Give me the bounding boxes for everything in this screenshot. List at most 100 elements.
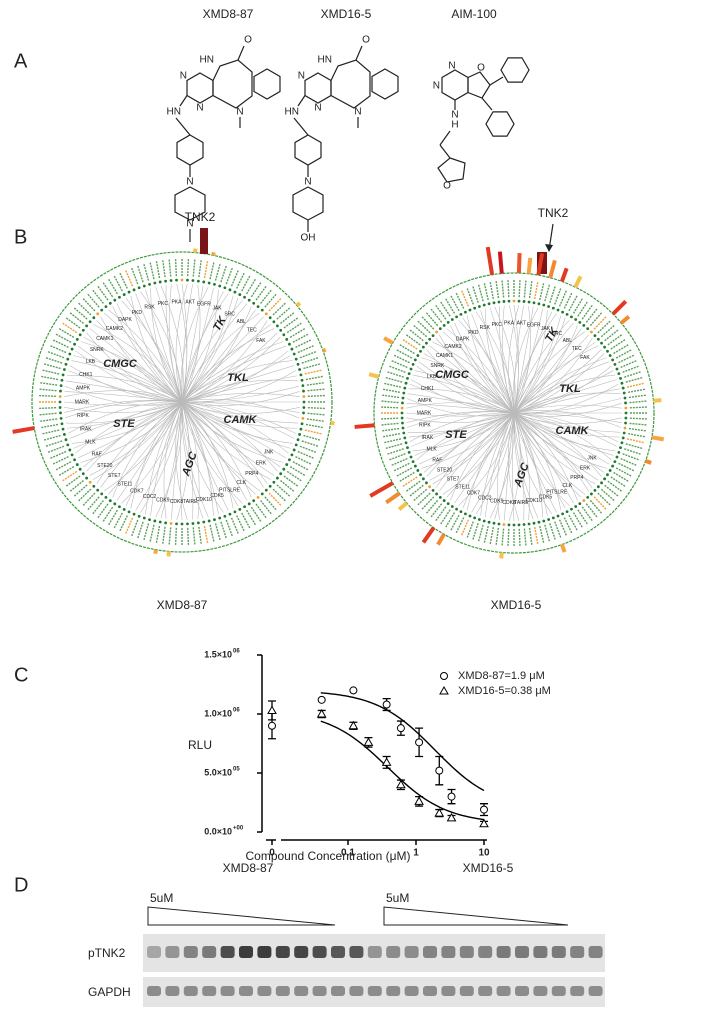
- kinase-dot: [132, 512, 136, 516]
- tree-branch: [75, 401, 183, 454]
- kinase-dot: [570, 315, 573, 319]
- kinase-dot: [207, 519, 211, 523]
- kinase-dot: [268, 484, 272, 488]
- kinase-dot: [260, 492, 264, 496]
- tree-ring: [373, 272, 655, 554]
- kinase-dot: [611, 464, 615, 468]
- kinase-family: MLK: [426, 446, 437, 452]
- kinase-tick: [568, 294, 579, 312]
- kinase-tick: [301, 356, 320, 364]
- kinase-dot: [512, 299, 516, 303]
- bond: [500, 57, 530, 83]
- kinase-dot: [142, 516, 146, 520]
- kinase-dot: [148, 282, 151, 286]
- kinase-dot: [438, 495, 442, 499]
- kinase-tick: [186, 258, 190, 277]
- kinase-dot: [517, 299, 521, 303]
- tree-branch: [181, 284, 193, 403]
- kinase-tick: [412, 324, 428, 338]
- kinase-tick: [572, 512, 584, 529]
- atom-label: N: [354, 107, 361, 118]
- kinase-family: RIPK: [419, 423, 431, 429]
- tree-branch: [435, 338, 515, 414]
- kinase-dot: [401, 421, 404, 425]
- kinase-tick: [81, 297, 96, 312]
- kinase-tick: [58, 327, 75, 338]
- tree-branch: [513, 365, 612, 414]
- kinase-tick: [622, 365, 640, 373]
- kinase-dot: [621, 386, 625, 390]
- tree-branch: [513, 412, 548, 516]
- kinase-tick: [68, 311, 84, 324]
- kinase-dot: [153, 519, 157, 523]
- kinase-tick: [518, 279, 521, 298]
- kinase-dot: [60, 378, 64, 382]
- kinase-tick: [429, 503, 443, 519]
- kinase-dot: [256, 495, 260, 499]
- kinase-dot: [537, 520, 541, 524]
- tree-branch: [513, 412, 544, 518]
- kinase-dot: [122, 508, 126, 511]
- kinase-tick: [307, 406, 326, 410]
- tree-branch: [494, 412, 515, 520]
- kinase-tick: [495, 280, 500, 299]
- kinase-dot: [442, 499, 446, 502]
- kinase-dot: [96, 312, 100, 316]
- kinase-dot: [459, 510, 463, 514]
- kinase-dot: [527, 522, 531, 526]
- kinase-tick: [297, 450, 315, 460]
- kinase-dot: [285, 338, 289, 341]
- tree-branch: [181, 401, 275, 476]
- kinase-dot: [218, 516, 222, 520]
- kinase-tick: [241, 274, 251, 292]
- kinase-dot: [169, 279, 173, 282]
- kinase-dot: [301, 416, 305, 420]
- tree-branch: [409, 383, 515, 414]
- kinase-family: RSK: [480, 325, 491, 331]
- selectivity-bar: [421, 526, 436, 544]
- kinase-tick: [434, 304, 447, 320]
- tree-branch: [181, 401, 252, 498]
- kinase-dot: [243, 295, 246, 299]
- kinase-tick: [607, 480, 623, 493]
- kinase-family: STE20: [97, 463, 113, 469]
- blot-row-label: GAPDH: [88, 985, 131, 999]
- kinase-tick: [297, 344, 315, 354]
- tree-branch: [458, 412, 515, 506]
- kinase-dot: [617, 372, 621, 376]
- kinase-dot: [438, 327, 442, 331]
- kinase-tick: [386, 448, 404, 456]
- kinase-dot: [302, 411, 305, 415]
- kinase-dot: [613, 460, 617, 463]
- kinase-dot: [565, 312, 569, 316]
- kinase-family: CDK9: [156, 497, 170, 503]
- legend-marker: [439, 685, 449, 695]
- kinase-tick: [624, 370, 642, 378]
- kinase-dot: [450, 318, 454, 321]
- kinase-tick: [283, 475, 299, 488]
- kinase-tick: [615, 467, 633, 478]
- kinase-tick: [220, 264, 228, 283]
- tree-branch: [150, 288, 183, 403]
- tree-branch: [181, 401, 229, 511]
- tree-branch: [181, 401, 284, 463]
- kinase-group: STE: [445, 429, 467, 441]
- tree-branch: [181, 360, 293, 403]
- tree-branch: [475, 412, 515, 515]
- kinase-tick: [276, 484, 291, 498]
- tree-branch: [155, 286, 183, 403]
- kinase-dot: [464, 310, 467, 314]
- x-axis-label: Compound Concentration (μM): [246, 849, 411, 863]
- kinase-tick: [124, 517, 134, 535]
- blot-band: [312, 986, 327, 996]
- atom-label: N: [196, 103, 203, 114]
- tree-branch: [63, 401, 183, 406]
- data-point: [396, 779, 406, 789]
- kinase-tick: [628, 394, 647, 399]
- bond: [293, 117, 309, 136]
- kinase-dot: [589, 330, 593, 334]
- kinase-dot: [409, 367, 413, 371]
- kinase-family: CDK10: [196, 497, 212, 503]
- kinase-tick: [416, 319, 431, 334]
- kinase-dot: [299, 373, 303, 377]
